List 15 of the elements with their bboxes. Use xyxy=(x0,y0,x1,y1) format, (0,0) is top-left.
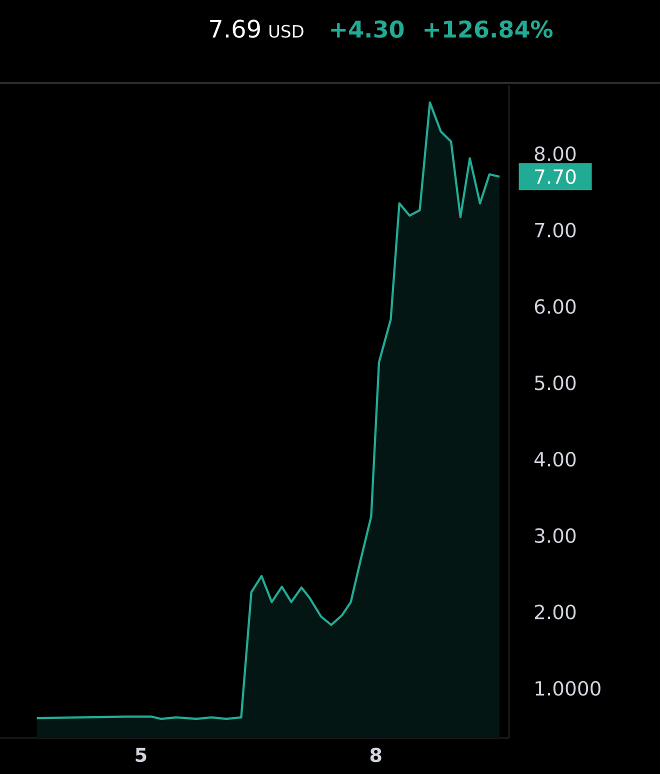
y-tick-label: 7.00 xyxy=(535,222,576,238)
y-tick-label: 5.00 xyxy=(535,375,576,390)
y-tick-label: 8.00 xyxy=(534,146,576,162)
y-tick-label: 1.0000 xyxy=(536,680,600,696)
text: 7.69 xyxy=(210,20,260,38)
y-tick-label: 6.00 xyxy=(534,299,576,314)
y-tick-label: 3.00 xyxy=(535,528,576,543)
y-tick-label: 4.00 xyxy=(534,452,576,467)
x-tick-label: 8 xyxy=(370,748,382,762)
text: USD xyxy=(270,24,304,38)
y-tick-label: 2.00 xyxy=(534,604,576,620)
text: +4.30 xyxy=(331,20,404,38)
annotation: 7.70 xyxy=(535,169,576,184)
x-tick-label: 5 xyxy=(136,748,146,762)
text: +126.84% xyxy=(424,20,553,38)
